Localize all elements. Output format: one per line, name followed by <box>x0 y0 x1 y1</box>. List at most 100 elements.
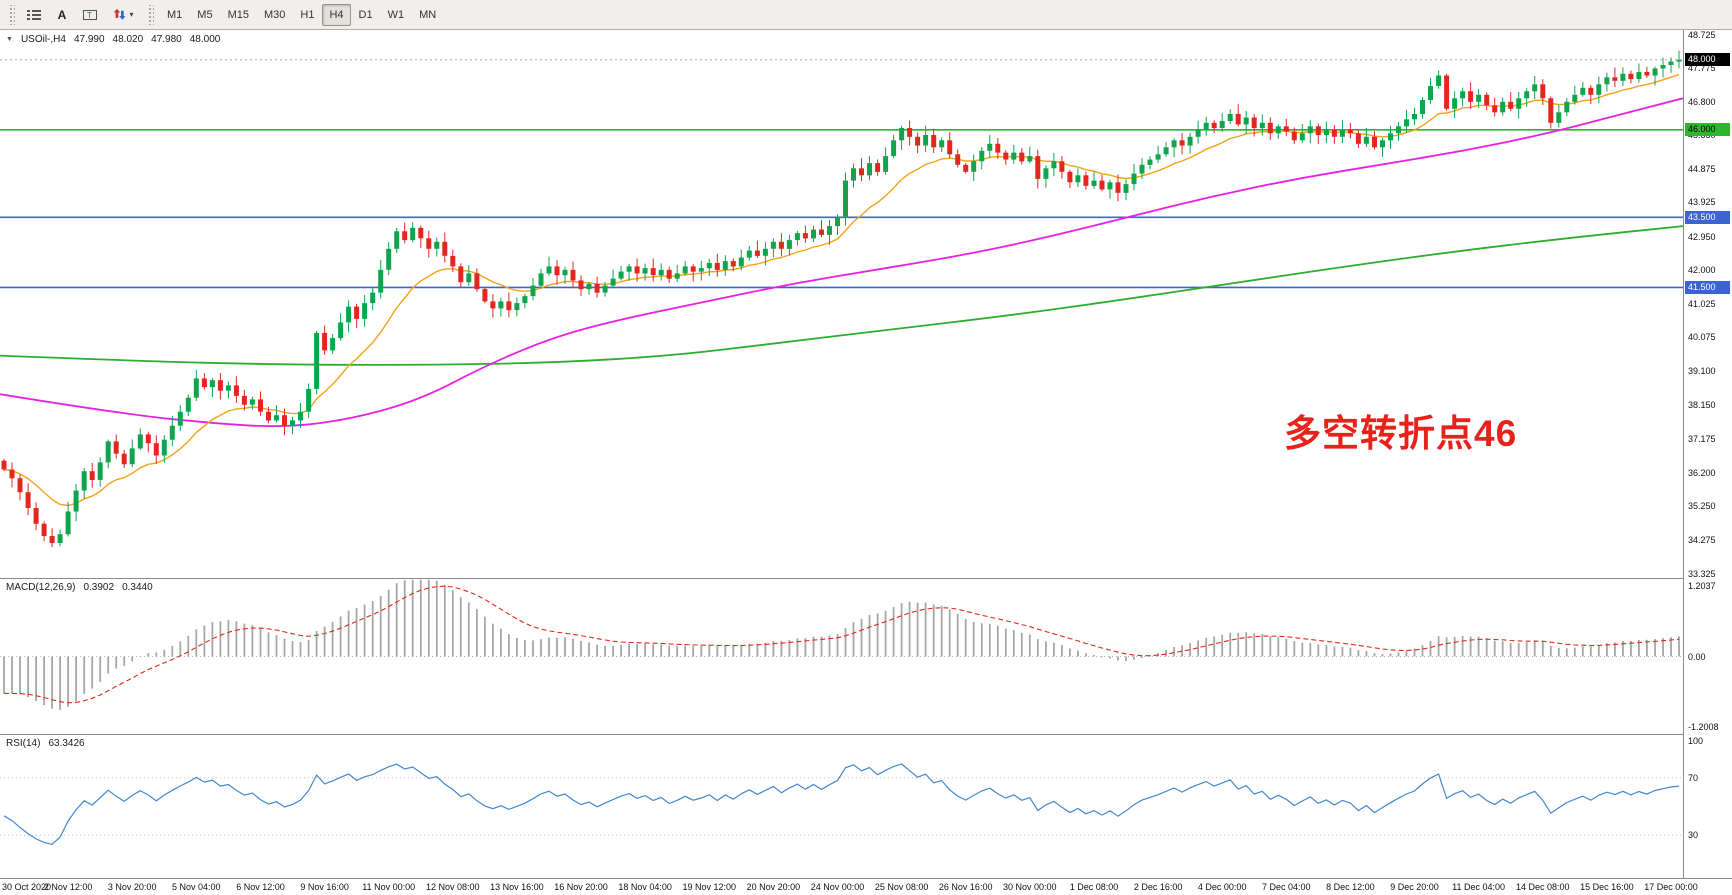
chart-list-button[interactable] <box>21 3 47 27</box>
macd-panel[interactable] <box>0 579 1683 734</box>
candle <box>811 229 816 239</box>
price-axis[interactable]: 48.72547.77546.80045.85044.87543.92542.9… <box>1683 30 1732 878</box>
candle <box>851 168 856 181</box>
candle <box>1612 77 1618 81</box>
candle <box>843 180 848 218</box>
candle <box>458 266 464 283</box>
candle <box>73 490 79 512</box>
macd-svg[interactable] <box>0 579 1683 734</box>
candle <box>33 508 39 524</box>
text-label-tool-button[interactable]: T <box>77 3 103 27</box>
candle <box>1091 180 1097 186</box>
candle <box>610 278 616 286</box>
timeframe-button-h4[interactable]: H4 <box>322 3 351 26</box>
candle <box>1179 140 1185 146</box>
candle <box>1275 126 1281 134</box>
candle <box>1556 112 1562 123</box>
rsi-indicator-label: RSI(14) 63.3426 <box>6 738 85 749</box>
candle <box>1059 161 1065 172</box>
candle <box>1428 86 1433 100</box>
toolbar-grip[interactable] <box>8 4 15 25</box>
candle <box>1 460 7 470</box>
candle <box>1107 182 1113 190</box>
label-tool-icon: T <box>83 9 97 20</box>
time-axis-label: 25 Nov 08:00 <box>874 882 929 892</box>
candle <box>1331 129 1337 137</box>
candle <box>802 233 808 239</box>
panel-separator[interactable] <box>0 734 1732 735</box>
candle <box>554 266 560 276</box>
candle <box>266 411 271 421</box>
candle <box>746 250 752 258</box>
candle <box>1580 87 1586 95</box>
candle <box>306 388 312 412</box>
candle <box>298 411 303 421</box>
candle <box>1211 122 1217 129</box>
timeframe-button-m1[interactable]: M1 <box>160 4 189 26</box>
time-axis[interactable]: 30 Oct 2020 2 Nov 12:00 3 Nov 20:00 5 Nov 0… <box>0 878 1732 895</box>
candle <box>1660 65 1666 69</box>
candle <box>1219 121 1225 128</box>
timeframe-button-d1[interactable]: D1 <box>352 4 380 26</box>
candle <box>1355 133 1361 144</box>
ma-slow-line[interactable] <box>0 225 1684 366</box>
time-axis-label: 2 Nov 12:00 <box>43 882 93 892</box>
toolbar-grip[interactable] <box>147 4 154 25</box>
candle <box>1203 122 1209 130</box>
candle <box>883 156 889 172</box>
timeframe-button-w1[interactable]: W1 <box>381 4 412 26</box>
timeframe-button-mn[interactable]: MN <box>412 4 443 26</box>
timeframe-button-m15[interactable]: M15 <box>221 4 256 26</box>
candle <box>1500 101 1506 113</box>
time-axis-label: 3 Nov 20:00 <box>107 882 157 892</box>
candle <box>578 280 584 290</box>
candle <box>546 266 552 274</box>
candle <box>330 338 336 351</box>
candle <box>129 448 135 465</box>
candle <box>1315 126 1321 136</box>
candle <box>1516 98 1522 109</box>
rsi-axis-label: 70 <box>1688 772 1699 783</box>
candle <box>370 292 376 304</box>
candle <box>859 168 864 176</box>
candle <box>153 443 159 456</box>
price-axis-label: 41.025 <box>1688 299 1716 309</box>
text-tool-icon: A <box>57 7 67 22</box>
time-axis-label: 26 Nov 16:00 <box>938 882 993 892</box>
rsi-svg[interactable] <box>0 735 1683 878</box>
candle <box>1299 133 1305 141</box>
price-axis-label: 47.775 <box>1688 62 1716 73</box>
ma-fast-line[interactable] <box>3 74 1680 507</box>
candle <box>1620 73 1626 81</box>
time-axis-label: 14 Dec 08:00 <box>1516 882 1570 892</box>
candle <box>987 143 993 151</box>
candle <box>1524 91 1530 99</box>
candle <box>1259 122 1265 129</box>
chart-dropdown-icon[interactable]: ▼ <box>6 36 13 43</box>
price-chart-svg[interactable] <box>0 30 1684 578</box>
candle <box>137 434 143 449</box>
candle <box>1067 171 1073 183</box>
candle <box>1444 75 1450 109</box>
timeframe-button-h1[interactable]: H1 <box>293 4 321 26</box>
text-tool-button[interactable]: A <box>49 3 75 27</box>
candle <box>875 163 881 172</box>
timeframe-button-m30[interactable]: M30 <box>257 4 292 26</box>
rsi-panel[interactable] <box>0 735 1683 878</box>
candle <box>963 164 969 172</box>
time-axis-label: 9 Dec 20:00 <box>1390 882 1439 892</box>
panel-separator[interactable] <box>0 578 1732 579</box>
timeframe-button-m5[interactable]: M5 <box>190 4 219 26</box>
toolbar: A T ▾ M1 M5 M15 M30 H1 H4 D1 W1 MN <box>0 0 1732 30</box>
main-chart-area[interactable] <box>0 30 1684 578</box>
arrows-tool-button[interactable]: ▾ <box>105 3 141 27</box>
candle <box>794 233 800 241</box>
candle <box>666 269 672 279</box>
time-axis-label: 11 Dec 04:00 <box>1452 882 1506 892</box>
candle <box>322 332 328 351</box>
ma-mid-line[interactable] <box>0 97 1684 428</box>
candle <box>682 266 688 274</box>
candle <box>530 285 536 297</box>
candle <box>9 469 15 479</box>
